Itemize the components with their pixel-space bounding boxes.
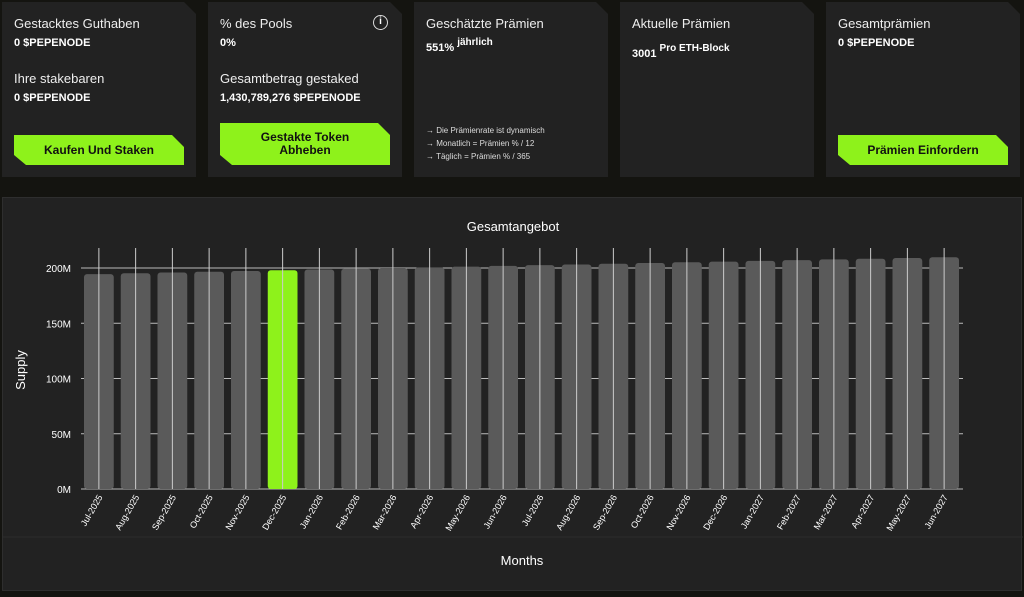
withdraw-line1: Gestakte Token bbox=[260, 130, 350, 144]
x-tick-label: Jan-2027 bbox=[739, 493, 766, 531]
x-tick-label: Nov-2026 bbox=[664, 493, 692, 532]
estimated-rewards-card: Geschätzte Prämien 551% jährlich → Die P… bbox=[414, 2, 608, 177]
withdraw-line2: Abheben bbox=[279, 143, 331, 157]
current-rewards-suffix: Pro ETH-Block bbox=[659, 43, 730, 54]
buy-and-stake-button[interactable]: Kaufen Und Staken bbox=[14, 135, 184, 165]
x-tick-label: Jul-2025 bbox=[79, 493, 105, 528]
x-tick-label: May-2026 bbox=[443, 493, 472, 533]
stakeable-value: 0 $PEPENODE bbox=[14, 92, 91, 104]
x-tick-label: Oct-2026 bbox=[629, 493, 656, 530]
stakeable-label: Ihre stakebaren bbox=[14, 71, 105, 86]
note: → Monatlich = Prämien % / 12 bbox=[426, 139, 535, 148]
total-staked-label: Gesamtbetrag gestaked bbox=[220, 71, 359, 86]
y-tick-label: 50M bbox=[52, 430, 71, 441]
supply-chart: Gesamtangebot Supply Months 0M 50M 100M 150… bbox=[3, 219, 1023, 568]
withdraw-staked-button[interactable]: Gestakte Token Abheben bbox=[220, 123, 390, 165]
rewards-notes: → Die Prämienrate ist dynamisch → Monatl… bbox=[426, 124, 545, 163]
x-tick-label: Aug-2025 bbox=[113, 493, 141, 532]
x-tick-label: Aug-2026 bbox=[554, 493, 582, 532]
x-tick-label: Mar-2027 bbox=[812, 493, 840, 531]
note: → Täglich = Prämien % / 365 bbox=[426, 152, 531, 161]
x-axis-label: Months bbox=[501, 553, 544, 568]
chart-title: Gesamtangebot bbox=[467, 219, 560, 234]
total-staked-value: 1,430,789,276 $PEPENODE bbox=[220, 92, 361, 104]
x-tick-label: Dec-2026 bbox=[701, 493, 729, 532]
pool-share-card: i % des Pools 0% Gesamtbetrag gestaked 1… bbox=[208, 2, 402, 177]
x-tick-label: Jun-2027 bbox=[922, 493, 949, 531]
x-tick-label: Apr-2026 bbox=[408, 493, 435, 530]
estimated-rewards-value: 551% bbox=[426, 42, 455, 54]
staked-balance-label: Gestacktes Guthaben bbox=[14, 16, 140, 31]
x-tick-label: Jun-2026 bbox=[481, 493, 508, 531]
y-tick-label: 150M bbox=[46, 319, 71, 330]
y-tick-label: 200M bbox=[46, 264, 71, 275]
x-tick-label: Feb-2027 bbox=[775, 493, 803, 531]
pool-share-value: 0% bbox=[220, 37, 236, 49]
x-tick-label: Sep-2025 bbox=[150, 493, 178, 532]
x-tick-label: Sep-2026 bbox=[591, 493, 619, 532]
x-tick-label: Oct-2025 bbox=[188, 493, 215, 530]
x-tick-label: Apr-2027 bbox=[849, 493, 876, 530]
current-rewards-label: Aktuelle Prämien bbox=[632, 16, 731, 31]
total-rewards-value: 0 $PEPENODE bbox=[838, 37, 915, 49]
current-rewards-value: 3001 bbox=[632, 48, 657, 60]
y-tick-label: 0M bbox=[57, 485, 71, 496]
total-rewards-card: Gesamtprämien 0 $PEPENODE Prämien Einfor… bbox=[826, 2, 1020, 177]
x-tick-label: Feb-2026 bbox=[334, 493, 362, 531]
staked-balance-value: 0 $PEPENODE bbox=[14, 37, 91, 49]
x-tick-label: May-2027 bbox=[884, 493, 913, 533]
estimated-rewards-suffix: jährlich bbox=[457, 37, 493, 48]
x-tick-label: Mar-2026 bbox=[371, 493, 399, 531]
info-icon[interactable]: i bbox=[373, 15, 388, 30]
estimated-rewards-label: Geschätzte Prämien bbox=[426, 16, 544, 31]
total-rewards-label: Gesamtprämien bbox=[838, 16, 931, 31]
supply-chart-panel: Gesamtangebot Supply Months 0M 50M 100M 150… bbox=[2, 197, 1023, 591]
y-axis-label: Supply bbox=[13, 350, 28, 390]
x-tick-label: Nov-2025 bbox=[223, 493, 251, 532]
staked-balance-card: Gestacktes Guthaben 0 $PEPENODE Ihre sta… bbox=[2, 2, 196, 177]
note: → Die Prämienrate ist dynamisch bbox=[426, 126, 545, 135]
x-tick-label: Dec-2025 bbox=[260, 493, 288, 532]
x-tick-label: Jul-2026 bbox=[520, 493, 546, 528]
x-tick-label: Jan-2026 bbox=[298, 493, 325, 531]
claim-rewards-button[interactable]: Prämien Einfordern bbox=[838, 135, 1008, 165]
pool-share-label: % des Pools bbox=[220, 16, 293, 31]
current-rewards-card: Aktuelle Prämien 3001 Pro ETH-Block bbox=[620, 2, 814, 177]
y-tick-label: 100M bbox=[46, 375, 71, 386]
